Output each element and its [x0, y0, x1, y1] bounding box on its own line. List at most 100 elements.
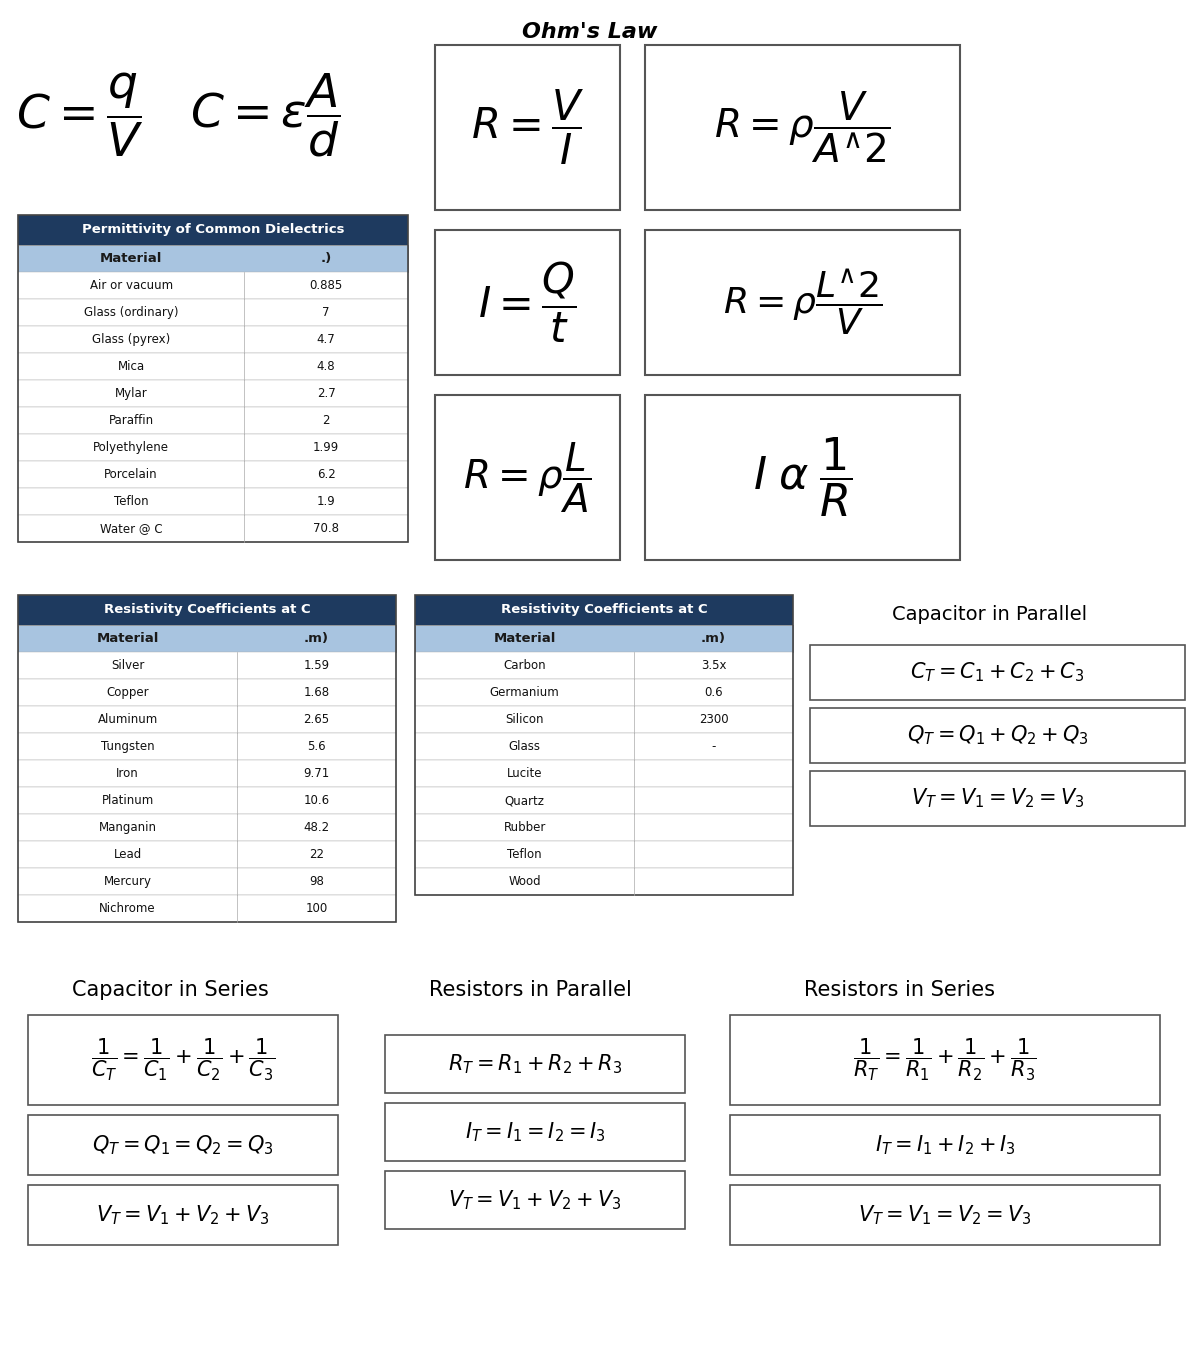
Text: $I\;\alpha\;\dfrac{1}{R}$: $I\;\alpha\;\dfrac{1}{R}$ [752, 436, 852, 520]
Text: Carbon: Carbon [503, 659, 546, 672]
Text: $R = \rho\dfrac{V}{A^{\wedge}2}$: $R = \rho\dfrac{V}{A^{\wedge}2}$ [714, 89, 890, 166]
FancyBboxPatch shape [18, 379, 408, 406]
FancyBboxPatch shape [436, 396, 620, 560]
FancyBboxPatch shape [18, 814, 396, 841]
FancyBboxPatch shape [18, 733, 396, 760]
Text: 6.2: 6.2 [317, 468, 336, 481]
Text: 1.99: 1.99 [313, 441, 340, 454]
Text: 2.65: 2.65 [304, 713, 330, 726]
Text: $R = \dfrac{V}{I}$: $R = \dfrac{V}{I}$ [472, 88, 584, 167]
Text: Platinum: Platinum [102, 794, 154, 807]
Text: Glass (ordinary): Glass (ordinary) [84, 306, 179, 319]
Text: Capacitor in Parallel: Capacitor in Parallel [893, 606, 1087, 625]
FancyBboxPatch shape [28, 1115, 338, 1174]
Text: 2300: 2300 [698, 713, 728, 726]
Text: 7: 7 [323, 306, 330, 319]
Text: $V_T = V_1 + V_2 + V_3$: $V_T = V_1 + V_2 + V_3$ [449, 1188, 622, 1212]
FancyBboxPatch shape [18, 271, 408, 298]
Text: 4.8: 4.8 [317, 360, 336, 373]
Text: Teflon: Teflon [508, 848, 542, 861]
Text: Mica: Mica [118, 360, 145, 373]
Text: $\dfrac{1}{R_T} = \dfrac{1}{R_1} + \dfrac{1}{R_2} + \dfrac{1}{R_3}$: $\dfrac{1}{R_T} = \dfrac{1}{R_1} + \dfra… [853, 1037, 1037, 1083]
FancyBboxPatch shape [810, 707, 1186, 763]
Text: Aluminum: Aluminum [97, 713, 157, 726]
Text: Lucite: Lucite [506, 767, 542, 780]
Text: $Q_T = Q_1 = Q_2 = Q_3$: $Q_T = Q_1 = Q_2 = Q_3$ [92, 1133, 274, 1157]
FancyBboxPatch shape [415, 652, 793, 679]
Text: $Q_T = Q_1 + Q_2 + Q_3$: $Q_T = Q_1 + Q_2 + Q_3$ [906, 724, 1088, 748]
FancyBboxPatch shape [18, 487, 408, 514]
Text: 22: 22 [310, 848, 324, 861]
FancyBboxPatch shape [18, 325, 408, 352]
Text: Material: Material [493, 632, 556, 645]
FancyBboxPatch shape [28, 1015, 338, 1106]
FancyBboxPatch shape [646, 230, 960, 375]
Text: .m): .m) [304, 632, 329, 645]
Text: Resistors in Parallel: Resistors in Parallel [428, 980, 631, 1000]
FancyBboxPatch shape [18, 406, 408, 433]
FancyBboxPatch shape [18, 652, 396, 679]
Text: Porcelain: Porcelain [104, 468, 158, 481]
Text: Silver: Silver [110, 659, 144, 672]
Text: Iron: Iron [116, 767, 139, 780]
Text: 5.6: 5.6 [307, 740, 326, 753]
Text: 10.6: 10.6 [304, 794, 330, 807]
Text: Polyethylene: Polyethylene [94, 441, 169, 454]
FancyBboxPatch shape [730, 1015, 1160, 1106]
Text: Silicon: Silicon [505, 713, 544, 726]
Text: Ohm's Law: Ohm's Law [522, 22, 658, 42]
Text: $V_T = V_1 = V_2 = V_3$: $V_T = V_1 = V_2 = V_3$ [911, 787, 1084, 810]
Text: 0.885: 0.885 [310, 279, 343, 292]
Text: .m): .m) [701, 632, 726, 645]
Text: $V_T = V_1 = V_2 = V_3$: $V_T = V_1 = V_2 = V_3$ [858, 1203, 1032, 1227]
Text: Germanium: Germanium [490, 686, 559, 699]
Text: Quartz: Quartz [505, 794, 545, 807]
Text: $C_T = C_1 + C_2 + C_3$: $C_T = C_1 + C_2 + C_3$ [911, 660, 1085, 684]
Text: Water @ C: Water @ C [100, 522, 162, 535]
FancyBboxPatch shape [18, 895, 396, 922]
Text: 2.7: 2.7 [317, 387, 336, 400]
Text: Manganin: Manganin [98, 821, 157, 834]
Text: Mylar: Mylar [115, 387, 148, 400]
FancyBboxPatch shape [385, 1035, 685, 1094]
Text: 100: 100 [306, 902, 328, 915]
FancyBboxPatch shape [385, 1170, 685, 1228]
FancyBboxPatch shape [18, 460, 408, 487]
Text: $V_T = V_1 + V_2 + V_3$: $V_T = V_1 + V_2 + V_3$ [96, 1203, 270, 1227]
FancyBboxPatch shape [415, 868, 793, 895]
FancyBboxPatch shape [18, 514, 408, 541]
Text: $R_T = R_1 + R_2 + R_3$: $R_T = R_1 + R_2 + R_3$ [448, 1052, 622, 1076]
Text: Teflon: Teflon [114, 495, 149, 508]
FancyBboxPatch shape [18, 433, 408, 460]
FancyBboxPatch shape [646, 45, 960, 211]
Text: Permittivity of Common Dielectrics: Permittivity of Common Dielectrics [82, 224, 344, 236]
FancyBboxPatch shape [415, 760, 793, 787]
FancyBboxPatch shape [28, 1185, 338, 1245]
FancyBboxPatch shape [385, 1103, 685, 1161]
Text: 1.9: 1.9 [317, 495, 336, 508]
FancyBboxPatch shape [730, 1115, 1160, 1174]
Text: 4.7: 4.7 [317, 333, 336, 346]
Text: Tungsten: Tungsten [101, 740, 155, 753]
FancyBboxPatch shape [18, 298, 408, 325]
FancyBboxPatch shape [415, 787, 793, 814]
FancyBboxPatch shape [415, 679, 793, 706]
FancyBboxPatch shape [18, 787, 396, 814]
Text: 1.68: 1.68 [304, 686, 330, 699]
Text: Glass: Glass [509, 740, 541, 753]
Text: 2: 2 [323, 414, 330, 427]
Text: Mercury: Mercury [103, 875, 151, 888]
FancyBboxPatch shape [415, 814, 793, 841]
Text: 3.5x: 3.5x [701, 659, 726, 672]
Text: .): .) [320, 252, 331, 265]
Text: Lead: Lead [114, 848, 142, 861]
Text: Glass (pyrex): Glass (pyrex) [92, 333, 170, 346]
FancyBboxPatch shape [810, 645, 1186, 701]
FancyBboxPatch shape [18, 625, 396, 652]
FancyBboxPatch shape [18, 760, 396, 787]
FancyBboxPatch shape [18, 215, 408, 244]
Text: $I_T = I_1 = I_2 = I_3$: $I_T = I_1 = I_2 = I_3$ [464, 1120, 606, 1143]
FancyBboxPatch shape [18, 244, 408, 271]
FancyBboxPatch shape [730, 1185, 1160, 1245]
FancyBboxPatch shape [18, 841, 396, 868]
